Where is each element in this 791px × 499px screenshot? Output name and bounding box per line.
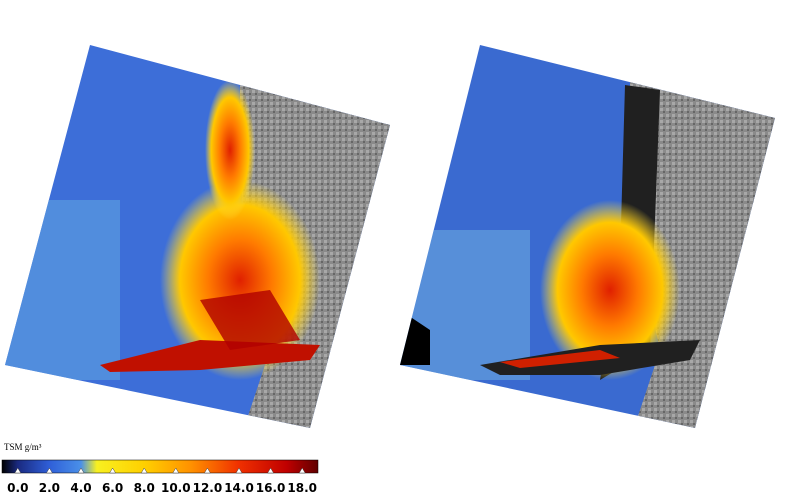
right-image [400, 45, 775, 428]
tick-label: 16.0 [256, 481, 286, 495]
tick-mark [235, 467, 243, 474]
tick-mark [267, 467, 275, 474]
tick-mark [172, 467, 180, 474]
tick-label: 8.0 [134, 481, 155, 495]
tick-label: 12.0 [193, 481, 223, 495]
tick-label: 4.0 [70, 481, 91, 495]
tick-label: 14.0 [224, 481, 254, 495]
tick-mark [203, 467, 211, 474]
tick-mark [45, 467, 53, 474]
left-image [5, 45, 390, 428]
tick-mark [14, 467, 22, 474]
tick-mark [140, 467, 148, 474]
tick-mark [109, 467, 117, 474]
tick-mark [298, 467, 306, 474]
tick-label: 18.0 [287, 481, 317, 495]
tick-label: 2.0 [39, 481, 60, 495]
tick-label: 10.0 [161, 481, 191, 495]
colorbar-title: TSM g/m³ [4, 442, 42, 452]
tick-label: 6.0 [102, 481, 123, 495]
tick-label: 0.0 [7, 481, 28, 495]
tick-mark [77, 467, 85, 474]
